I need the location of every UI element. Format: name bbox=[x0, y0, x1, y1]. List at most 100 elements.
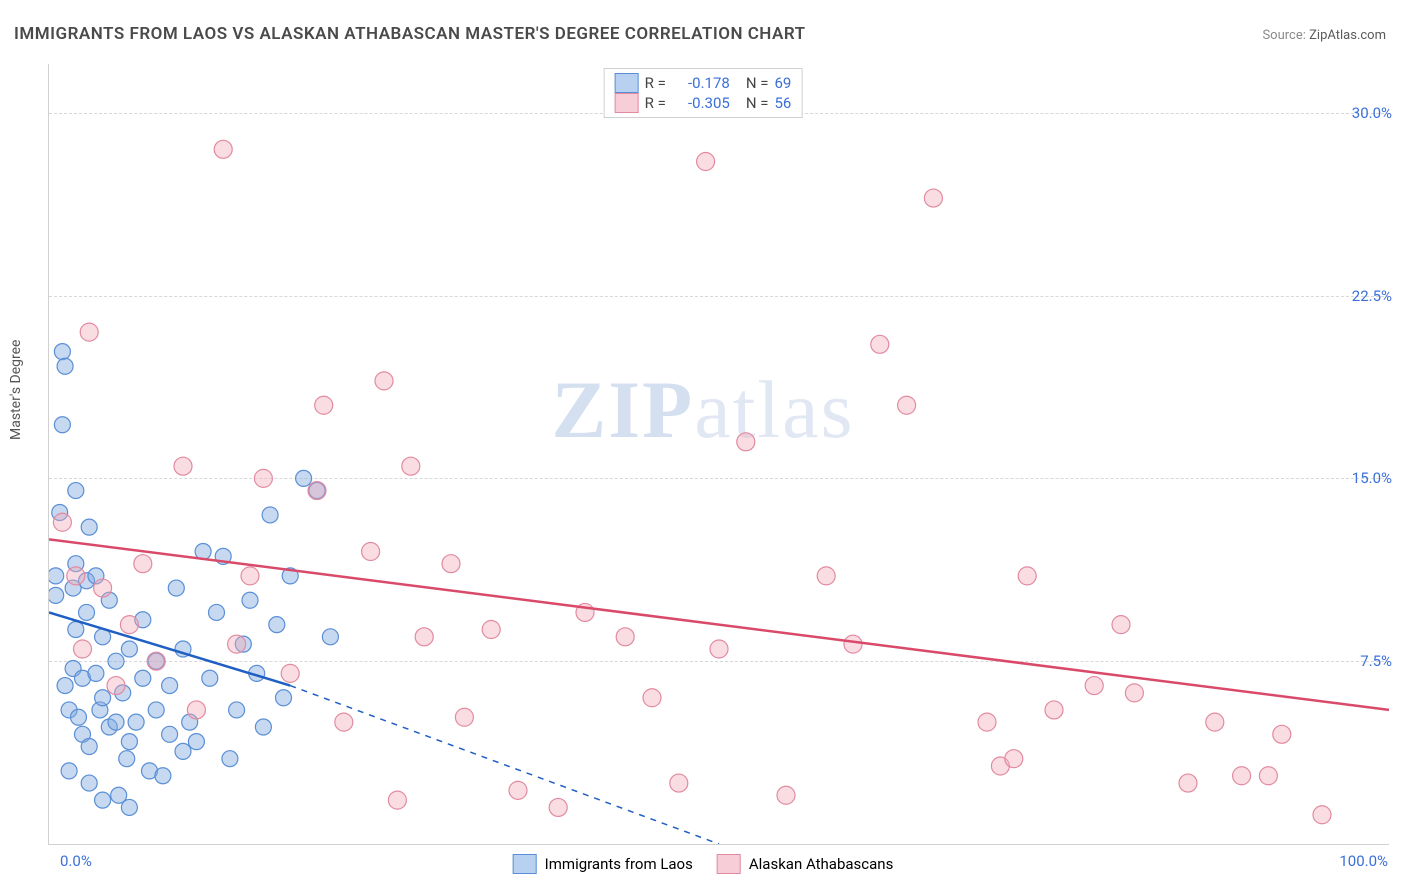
data-point bbox=[155, 768, 171, 784]
r-label: R = bbox=[645, 74, 666, 92]
data-point bbox=[108, 653, 124, 669]
data-point bbox=[54, 417, 70, 433]
data-point bbox=[643, 689, 661, 707]
data-point bbox=[67, 567, 85, 585]
source-attribution: Source: ZipAtlas.com bbox=[1262, 28, 1386, 43]
data-point bbox=[68, 622, 84, 638]
source-value: ZipAtlas.com bbox=[1309, 28, 1386, 43]
data-point bbox=[322, 629, 338, 645]
x-axis-min-label: 0.0% bbox=[60, 852, 92, 870]
data-point bbox=[1018, 567, 1036, 585]
data-point bbox=[128, 714, 144, 730]
data-point bbox=[80, 323, 98, 341]
data-point bbox=[616, 628, 634, 646]
legend-series-label: Immigrants from Laos bbox=[545, 855, 693, 873]
data-point bbox=[222, 751, 238, 767]
n-label: N = bbox=[746, 74, 769, 92]
data-point bbox=[262, 507, 278, 523]
data-point bbox=[61, 763, 77, 779]
data-point bbox=[79, 604, 95, 620]
data-point bbox=[402, 457, 420, 475]
data-point bbox=[162, 726, 178, 742]
data-point bbox=[1259, 767, 1277, 785]
legend-series: Immigrants from Laos Alaskan Athabascans bbox=[513, 854, 894, 874]
data-point bbox=[871, 335, 889, 353]
legend-swatch bbox=[615, 93, 639, 113]
data-point bbox=[162, 678, 178, 694]
data-point bbox=[209, 604, 225, 620]
data-point bbox=[924, 189, 942, 207]
data-point bbox=[415, 628, 433, 646]
legend-series-label: Alaskan Athabascans bbox=[749, 855, 893, 873]
data-point bbox=[81, 739, 97, 755]
data-point bbox=[242, 592, 258, 608]
data-point bbox=[255, 719, 271, 735]
legend-correlation-row: R =-0.178N =69 bbox=[615, 73, 792, 93]
legend-swatch bbox=[513, 854, 537, 874]
data-point bbox=[57, 678, 73, 694]
trend-line bbox=[49, 539, 1389, 710]
data-point bbox=[134, 555, 152, 573]
data-point bbox=[95, 792, 111, 808]
data-point bbox=[1125, 684, 1143, 702]
data-point bbox=[375, 372, 393, 390]
data-point bbox=[202, 670, 218, 686]
data-point bbox=[1005, 750, 1023, 768]
data-point bbox=[697, 153, 715, 171]
data-point bbox=[187, 701, 205, 719]
r-value: -0.178 bbox=[672, 74, 730, 92]
data-point bbox=[174, 457, 192, 475]
chart-title: IMMIGRANTS FROM LAOS VS ALASKAN ATHABASC… bbox=[14, 24, 806, 44]
data-point bbox=[1206, 713, 1224, 731]
data-point bbox=[254, 469, 272, 487]
legend-swatch bbox=[717, 854, 741, 874]
n-label: N = bbox=[746, 94, 769, 112]
data-point bbox=[49, 568, 64, 584]
data-point bbox=[68, 483, 84, 499]
data-point bbox=[509, 781, 527, 799]
data-point bbox=[214, 140, 232, 158]
data-point bbox=[119, 751, 135, 767]
data-point bbox=[978, 713, 996, 731]
data-point bbox=[147, 652, 165, 670]
data-point bbox=[74, 640, 92, 658]
data-point bbox=[228, 635, 246, 653]
data-point bbox=[670, 774, 688, 792]
data-point bbox=[120, 616, 138, 634]
data-point bbox=[121, 641, 137, 657]
legend-series-item: Immigrants from Laos bbox=[513, 854, 693, 874]
legend-swatch bbox=[615, 73, 639, 93]
data-point bbox=[549, 798, 567, 816]
data-point bbox=[121, 799, 137, 815]
data-point bbox=[229, 702, 245, 718]
data-point bbox=[737, 433, 755, 451]
data-point bbox=[121, 734, 137, 750]
data-point bbox=[844, 635, 862, 653]
legend-series-item: Alaskan Athabascans bbox=[717, 854, 893, 874]
data-point bbox=[269, 617, 285, 633]
data-point bbox=[81, 775, 97, 791]
trend-line-extrapolated bbox=[290, 686, 719, 844]
data-point bbox=[442, 555, 460, 573]
data-point bbox=[482, 621, 500, 639]
plot-area bbox=[48, 64, 1389, 845]
data-point bbox=[276, 690, 292, 706]
data-point bbox=[1112, 616, 1130, 634]
data-point bbox=[49, 587, 64, 603]
data-point bbox=[53, 513, 71, 531]
data-point bbox=[388, 791, 406, 809]
data-point bbox=[1179, 774, 1197, 792]
legend-correlation: R =-0.178N =69R =-0.305N =56 bbox=[604, 68, 803, 118]
data-point bbox=[148, 702, 164, 718]
data-point bbox=[168, 580, 184, 596]
legend-correlation-row: R =-0.305N =56 bbox=[615, 93, 792, 113]
data-point bbox=[777, 786, 795, 804]
r-value: -0.305 bbox=[672, 94, 730, 112]
data-point bbox=[710, 640, 728, 658]
data-point bbox=[315, 396, 333, 414]
r-label: R = bbox=[645, 94, 666, 112]
data-point bbox=[108, 714, 124, 730]
data-point bbox=[88, 665, 104, 681]
data-point bbox=[281, 664, 299, 682]
data-point bbox=[1273, 725, 1291, 743]
